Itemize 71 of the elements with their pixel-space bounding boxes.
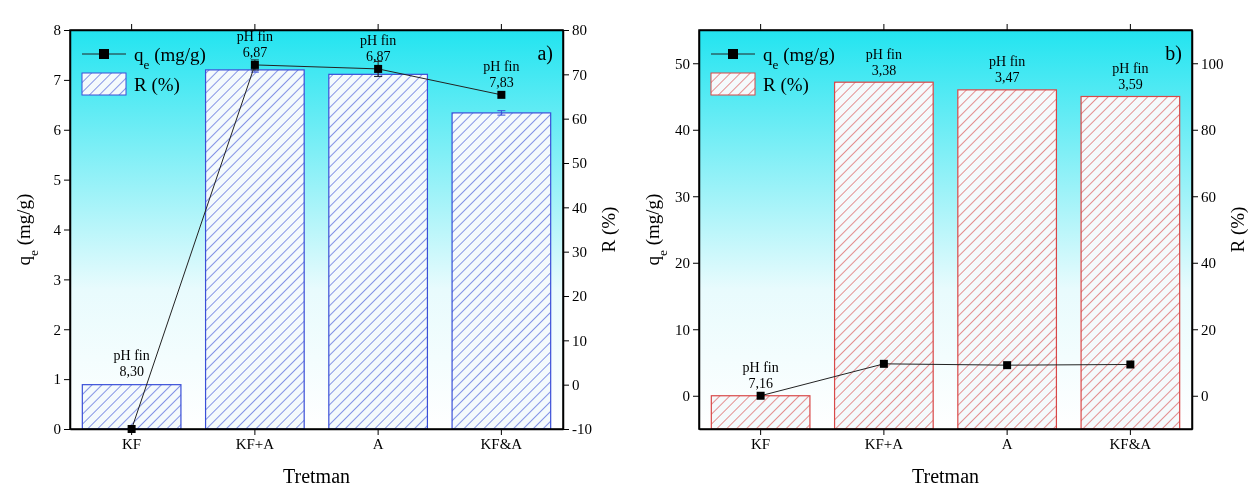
y-tick-label: 2 [53,321,61,338]
bar [328,73,429,430]
bar [833,81,934,430]
bar [204,69,305,430]
y2-tick-label: -10 [572,421,592,438]
y2-tick-label: 0 [1201,388,1209,405]
y-tick-label: 40 [675,122,690,139]
y2-tick-label: 40 [572,199,587,216]
y2-tick-label: 80 [572,22,587,39]
y2-tick-label: 0 [572,376,580,393]
y2-tick-label: 20 [1201,321,1216,338]
annotation: pH fin 3,47 [989,53,1026,85]
legend-label: q$_{e}$ (mg/g) [763,44,835,72]
x-tick-label: KF&A [480,435,523,452]
y2-tick-label: 70 [572,66,587,83]
point [1003,361,1012,370]
y2-tick-label: 10 [572,332,587,349]
legend-label: R (%) [763,74,809,96]
legend-label: R (%) [134,74,180,96]
y-tick-label: 6 [53,122,62,139]
bar [710,395,811,430]
y-tick-label: 3 [53,271,61,288]
y2-tick-label: 20 [572,288,587,305]
y2-tick-label: 50 [572,155,587,172]
y-tick-label: 30 [675,188,690,205]
x-tick-label: A [1001,435,1013,452]
bar [451,112,552,430]
y2-axis-title: R (%) [1227,206,1249,253]
annotation: pH fin 7,83 [483,58,520,90]
annotation: a) [537,42,553,65]
y2-tick-label: 100 [1201,55,1224,72]
y2-tick-label: 80 [1201,122,1216,139]
y-tick-label: 8 [53,22,61,39]
y2-tick-label: 40 [1201,255,1216,272]
annotation: pH fin 8,30 [113,348,150,380]
point [374,64,383,73]
point [756,391,765,400]
y2-tick-label: 60 [572,110,587,127]
bar [81,384,182,430]
x-tick-label: KF&A [1109,435,1152,452]
y-tick-label: 0 [53,421,61,438]
y-tick-label: 10 [675,321,690,338]
x-axis-title: Tretman [911,465,980,487]
y-tick-label: 0 [682,388,690,405]
point [1126,360,1135,369]
point [497,90,506,99]
x-tick-label: KF [751,435,771,452]
bar [1080,95,1181,430]
annotation: pH fin 6,87 [360,32,397,64]
bar [957,89,1058,430]
y2-axis-title: R (%) [598,206,620,253]
y2-tick-label: 30 [572,243,587,260]
annotation: pH fin 6,87 [236,28,273,60]
annotation: pH fin 3,59 [1112,60,1149,92]
x-axis-title: Tretman [282,465,351,487]
point [879,359,888,368]
legend-label: q$_{e}$ (mg/g) [134,44,206,72]
y2-tick-label: 60 [1201,188,1216,205]
x-tick-label: KF [122,435,142,452]
annotation: pH fin 7,16 [742,359,779,391]
y-tick-label: 4 [53,221,62,238]
annotation: pH fin 3,38 [865,46,902,78]
x-tick-label: A [372,435,384,452]
x-tick-label: KF+A [235,435,275,452]
y-tick-label: 50 [675,55,690,72]
annotation: b) [1165,42,1182,65]
y-tick-label: 7 [53,72,62,89]
y-tick-label: 20 [675,255,690,272]
y-tick-label: 1 [53,371,61,388]
x-tick-label: KF+A [864,435,904,452]
y-tick-label: 5 [53,171,61,188]
